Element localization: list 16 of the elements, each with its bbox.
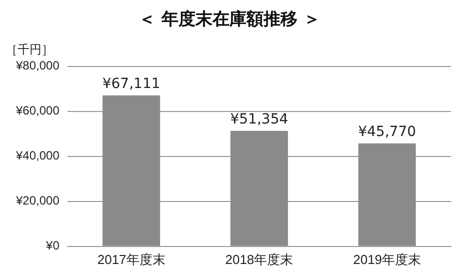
y-tick-label: ¥60,000 (14, 104, 60, 118)
y-tick-label: ¥40,000 (14, 148, 60, 163)
bar (230, 130, 288, 246)
data-label: ¥45,770 (358, 124, 416, 140)
y-axis-title: ［千円］ (5, 42, 54, 57)
y-tick-label: ¥20,000 (14, 194, 60, 208)
x-tick-label: 2019年度末 (353, 252, 422, 267)
chart-title: ＜ 年度末在庫額推移 ＞ (138, 10, 320, 30)
bar (358, 143, 416, 246)
y-tick-label: ¥0 (45, 238, 60, 253)
data-label: ¥51,354 (230, 111, 288, 128)
data-label: ¥67,111 (102, 76, 160, 92)
y-tick-label: ¥80,000 (14, 58, 60, 73)
x-tick-label: 2018年度末 (225, 252, 294, 267)
x-tick-label: 2017年度末 (97, 252, 166, 267)
bar (102, 95, 160, 246)
